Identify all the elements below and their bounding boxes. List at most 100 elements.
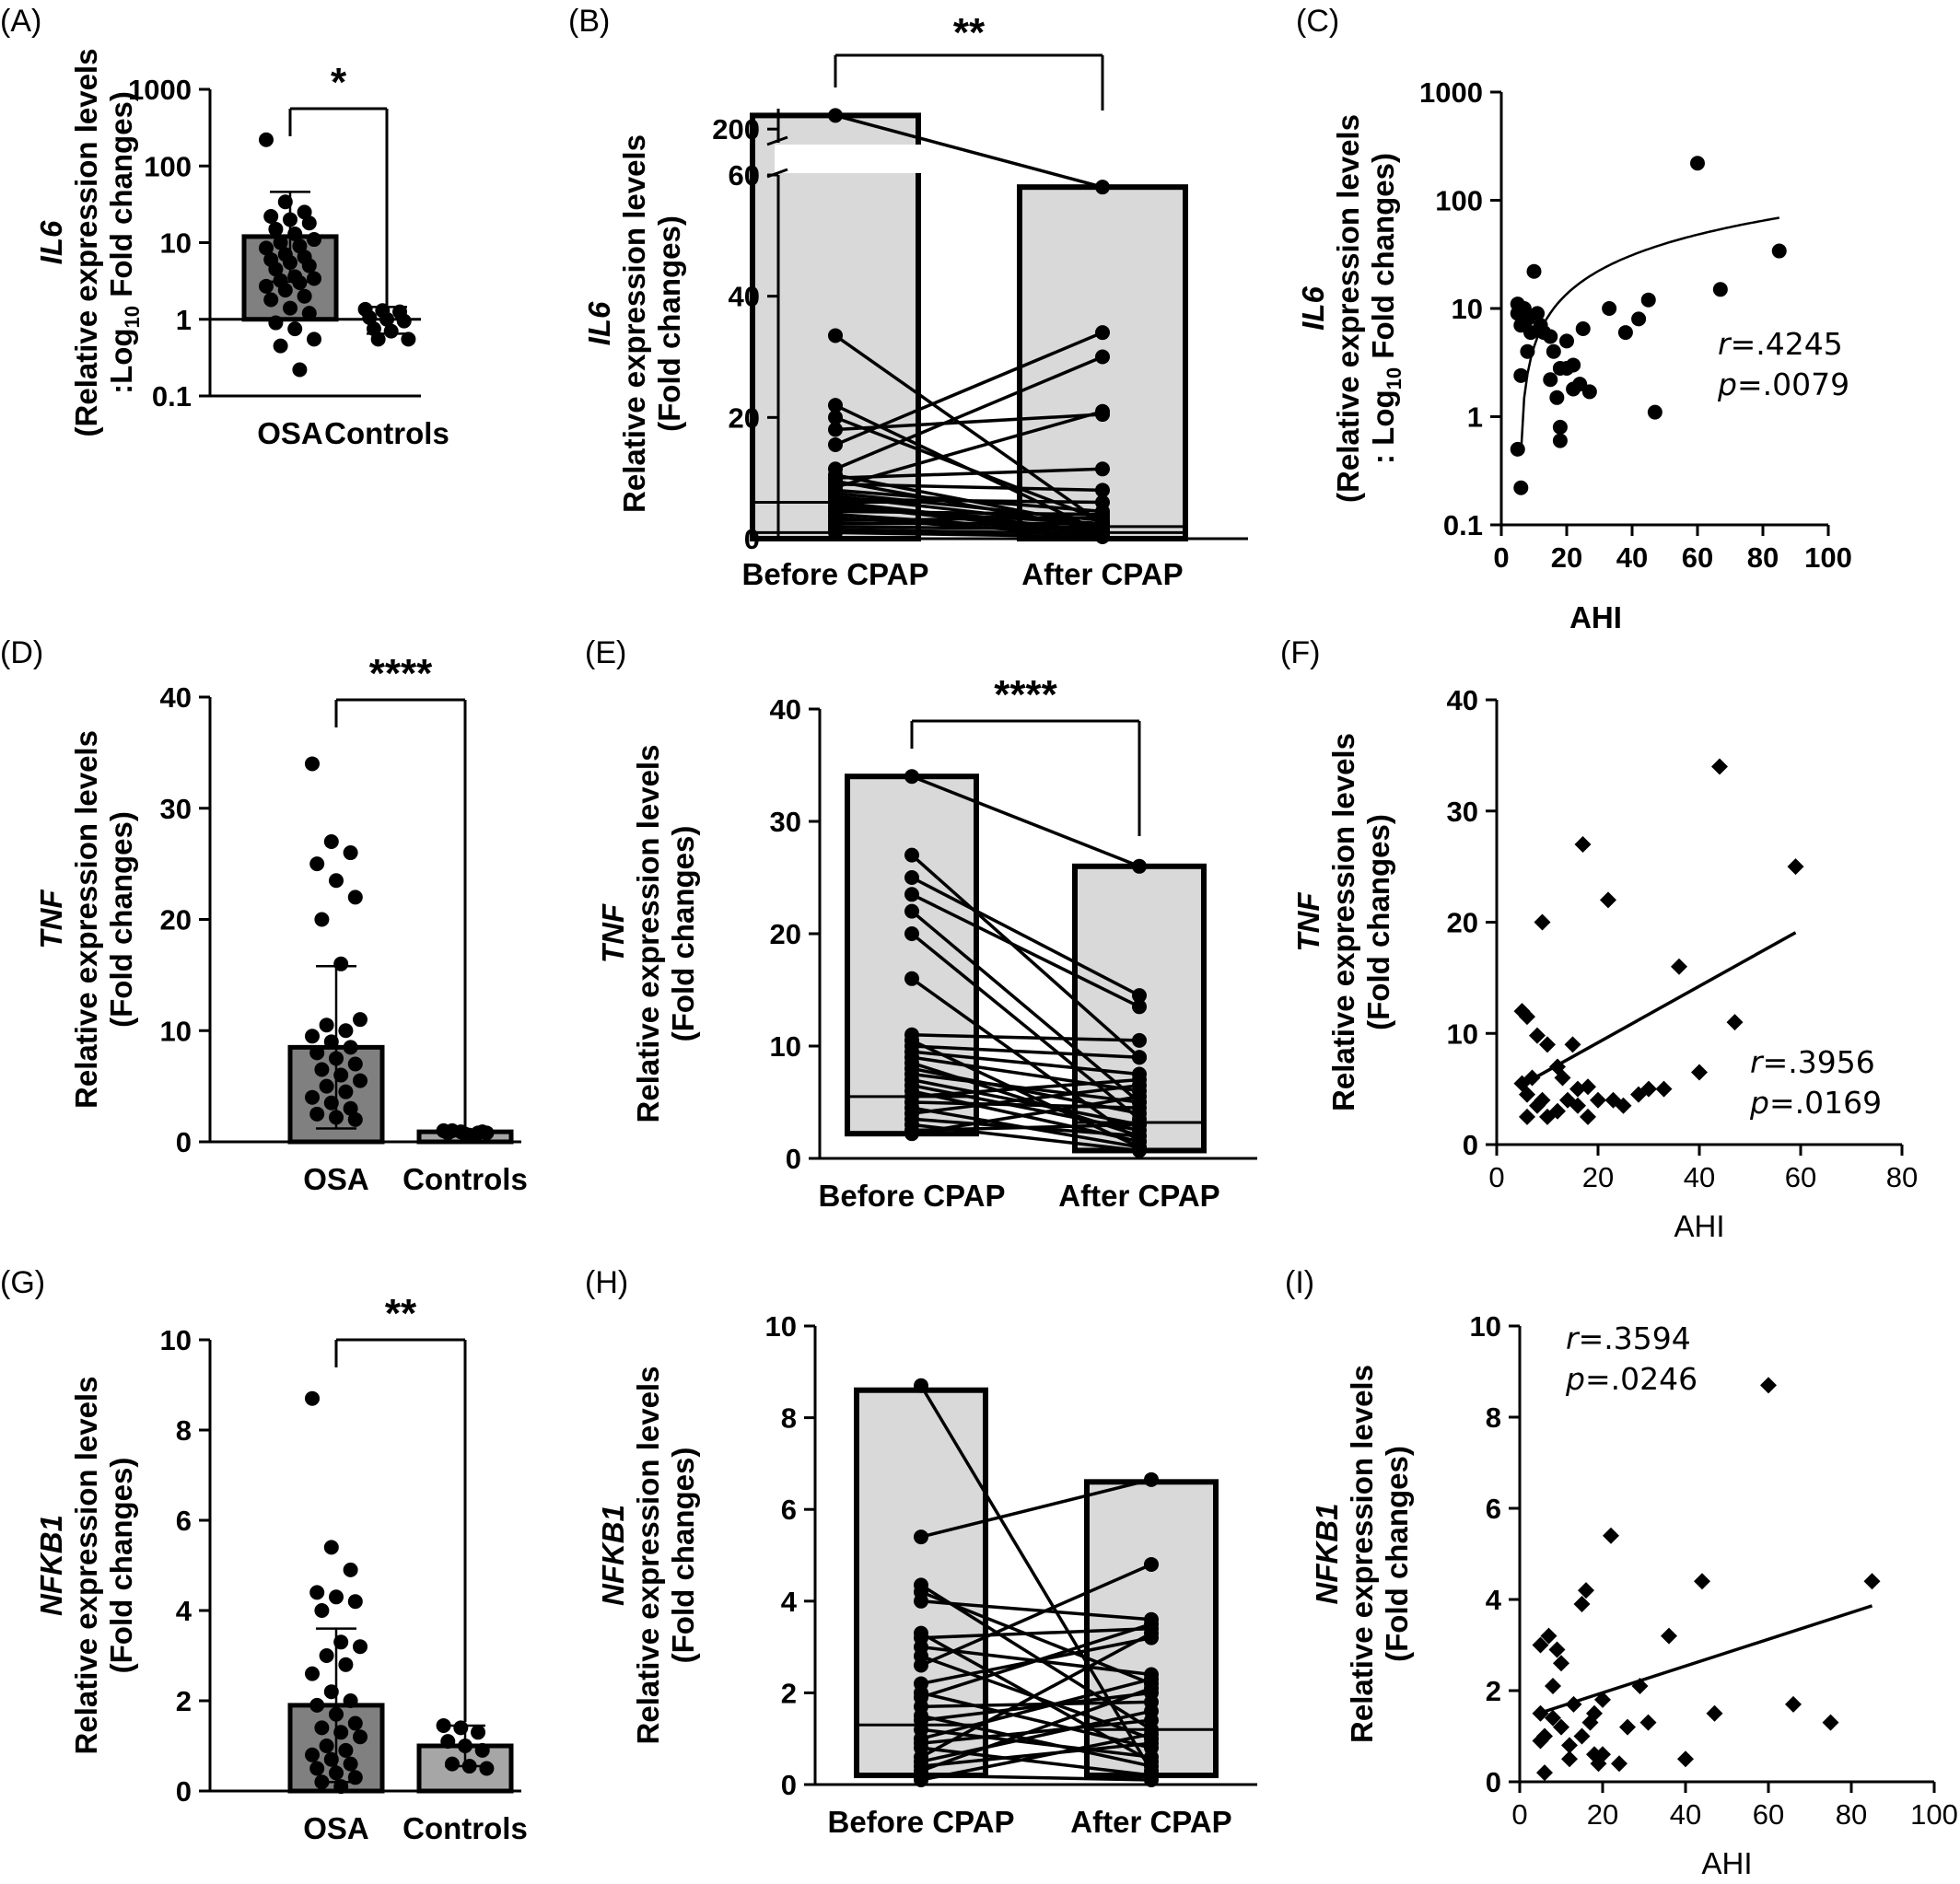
data-point: [904, 971, 919, 986]
data-point: [1144, 1680, 1159, 1696]
y-axis-label: : Log10 Fold changes): [1366, 153, 1406, 464]
paired-line: [920, 1599, 1152, 1622]
data-point: [1631, 311, 1647, 327]
data-point: [305, 1666, 320, 1681]
data-point: [1534, 1091, 1551, 1109]
y-tick-label: 8: [1486, 1401, 1501, 1434]
paired-line: [920, 1714, 1152, 1768]
data-point: [307, 232, 321, 248]
data-point: [471, 1725, 486, 1740]
x-tick-label: 100: [1910, 1798, 1958, 1831]
x-tick-label: 60: [1785, 1161, 1816, 1193]
data-point: [307, 271, 321, 286]
paired-line: [911, 1039, 1140, 1149]
data-point: [828, 328, 843, 343]
data-point: [1513, 367, 1529, 383]
data-point: [329, 1051, 344, 1066]
data-point: [1594, 1746, 1611, 1763]
data-point: [904, 903, 919, 919]
x-tick-label: 100: [1804, 541, 1852, 574]
paired-line: [920, 1709, 1152, 1763]
data-point: [1526, 263, 1542, 279]
data-point: [1640, 1080, 1657, 1098]
data-point: [1513, 480, 1529, 495]
paired-line: [911, 876, 1140, 997]
data-point: [458, 1739, 472, 1753]
data-point: [305, 1747, 320, 1762]
y-tick-label: 0: [781, 1769, 797, 1801]
data-point: [305, 1390, 320, 1406]
data-point: [1144, 1773, 1159, 1788]
y-tick-label: 2: [176, 1685, 192, 1717]
data-point: [914, 1773, 928, 1788]
data-point: [1590, 1091, 1606, 1109]
data-point: [329, 1110, 344, 1125]
data-point: [914, 1378, 928, 1393]
y-axis-label: Relative expression levels: [617, 134, 651, 513]
y-axis-label: (Fold changes): [652, 215, 686, 432]
data-point: [268, 262, 284, 277]
data-point: [1545, 1678, 1561, 1695]
data-point: [1573, 1595, 1591, 1612]
y-axis-label: (Fold changes): [104, 811, 138, 1028]
x-tick-label: 20: [1587, 1798, 1618, 1831]
x-axis-label: AHI: [1569, 600, 1622, 634]
paired-line: [911, 1077, 1140, 1099]
data-point: [1095, 483, 1110, 498]
y-tick-label: 10: [1470, 1310, 1501, 1343]
y-tick-label: 20: [729, 401, 760, 434]
y-axis-label: Relative expression levels: [1345, 1365, 1379, 1743]
y-tick-label: 6: [1486, 1493, 1501, 1525]
paired-line: [920, 1686, 1152, 1773]
data-point: [323, 1540, 339, 1555]
y-tick-label: 1: [1467, 401, 1483, 434]
data-point: [353, 1073, 368, 1088]
y-tick-label: 10: [1447, 1018, 1478, 1050]
data-point: [1553, 1718, 1569, 1736]
data-point: [1760, 1377, 1777, 1394]
paired-line: [911, 1044, 1140, 1059]
data-point: [347, 1715, 363, 1731]
y-tick-label: 8: [781, 1402, 797, 1435]
data-point: [305, 1029, 320, 1044]
x-category-label: Controls: [324, 416, 449, 450]
data-point: [283, 255, 298, 271]
data-point: [479, 1125, 495, 1141]
data-point: [1549, 1102, 1566, 1120]
data-point: [1578, 1582, 1594, 1599]
data-point: [1095, 494, 1110, 510]
x-tick-label: 80: [1886, 1161, 1918, 1193]
y-tick-label: 100: [144, 150, 192, 182]
data-point: [292, 362, 308, 378]
stat-p: p=.0079: [1717, 366, 1849, 402]
data-point: [301, 258, 317, 273]
y-axis-label: (Relative expression levels: [1331, 114, 1365, 503]
panel-b: (B) IL6 Relative expression levels (Fold ch…: [568, 4, 1252, 591]
data-point: [259, 132, 274, 147]
data-point: [1574, 835, 1592, 853]
y-axis-label: (Fold changes): [666, 826, 700, 1042]
data-point: [277, 194, 293, 210]
data-point: [1581, 384, 1597, 400]
data-point: [329, 1706, 344, 1722]
data-point: [309, 856, 325, 872]
data-point: [1548, 1641, 1566, 1658]
x-tick-label: 40: [1670, 1798, 1701, 1831]
data-point: [1639, 1714, 1657, 1731]
paired-line: [834, 113, 1103, 189]
y-tick-label: 20: [160, 904, 192, 936]
data-point: [1617, 325, 1633, 341]
x-tick-label: 20: [1582, 1161, 1614, 1193]
significance-stars: **: [953, 10, 986, 55]
data-point: [1711, 758, 1728, 775]
data-point: [319, 1648, 334, 1663]
data-point: [314, 1774, 330, 1790]
paired-line: [920, 1478, 1152, 1539]
data-point: [323, 1095, 339, 1111]
data-point: [1863, 1573, 1881, 1590]
regression-line: [1521, 931, 1797, 1087]
y-tick-label: 0: [1463, 1129, 1478, 1161]
data-point: [309, 1585, 325, 1600]
data-point: [474, 1742, 490, 1758]
